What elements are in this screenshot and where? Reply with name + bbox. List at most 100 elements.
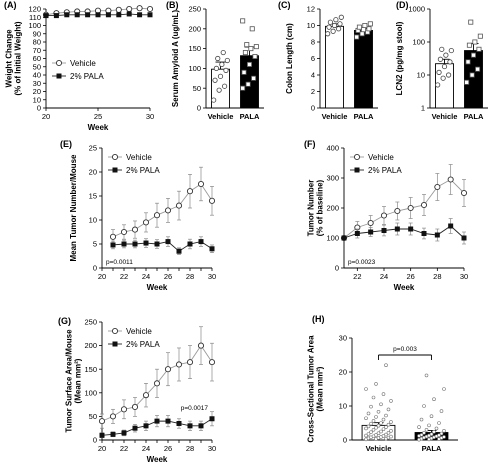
scatter-point bbox=[445, 72, 452, 78]
data-point-pala bbox=[74, 12, 80, 18]
scatter-point bbox=[386, 407, 391, 412]
scatter-point bbox=[376, 431, 381, 436]
data-point-pala bbox=[394, 226, 400, 232]
data-point-pala bbox=[110, 431, 116, 437]
panel-label: (A) bbox=[4, 0, 17, 10]
scatter-point bbox=[364, 387, 368, 391]
scatter-point bbox=[476, 46, 482, 52]
p-value-annotation: p=0.0023 bbox=[348, 259, 376, 266]
data-point-pala bbox=[132, 241, 138, 247]
scatter-point bbox=[242, 50, 248, 56]
scatter-point bbox=[366, 424, 371, 429]
scatter-point bbox=[468, 19, 474, 25]
x-axis-label: Week bbox=[147, 283, 168, 292]
data-point-pala bbox=[421, 231, 427, 236]
data-point-pala bbox=[354, 231, 360, 236]
y-tick-label: 0 bbox=[93, 264, 97, 273]
data-point-pala bbox=[165, 239, 171, 245]
y-tick-label: 10 bbox=[307, 21, 315, 30]
data-point-pala bbox=[137, 12, 143, 18]
scatter-point bbox=[215, 55, 221, 62]
y-tick-label: 20 bbox=[89, 168, 97, 177]
data-point-pala bbox=[110, 242, 116, 248]
scatter-point bbox=[472, 39, 478, 45]
scatter-point bbox=[335, 26, 342, 32]
scatter-point bbox=[248, 46, 254, 52]
scatter-point bbox=[381, 427, 386, 431]
series-line-1 bbox=[112, 241, 213, 252]
panel-h: 0 10 20 30 Cross-Sectional Tumor Area (Mean m… bbox=[307, 314, 458, 453]
scatter-point bbox=[432, 397, 436, 402]
data-point-vehicle bbox=[126, 5, 133, 13]
y-tick-label: 100 bbox=[84, 388, 97, 397]
data-point-vehicle bbox=[380, 212, 388, 219]
data-point-pala bbox=[99, 432, 105, 438]
data-point-vehicle bbox=[447, 176, 454, 183]
scatter-point bbox=[424, 427, 429, 432]
scatter-point bbox=[384, 363, 388, 368]
scatter-point bbox=[244, 42, 250, 48]
scatter-point bbox=[439, 46, 445, 52]
x-tick-label: 28 bbox=[186, 272, 194, 281]
scatter-point bbox=[442, 429, 446, 433]
y-tick-label: 300 bbox=[326, 174, 339, 183]
y-tick-label: 0 bbox=[93, 436, 97, 445]
y-tick-label: 15 bbox=[89, 192, 97, 201]
x-tick-label: 30 bbox=[208, 272, 216, 281]
data-point-vehicle bbox=[164, 207, 172, 214]
scatter-point bbox=[443, 52, 449, 58]
y-tick-label: 120 bbox=[28, 5, 41, 14]
scatter-point bbox=[216, 87, 222, 93]
y-tick-label: 40 bbox=[33, 71, 41, 80]
data-point-pala bbox=[165, 418, 171, 424]
scatter-point bbox=[442, 435, 446, 439]
y-tick-label: 200 bbox=[326, 204, 339, 213]
data-point-pala bbox=[85, 12, 91, 18]
scatter-point bbox=[252, 54, 258, 60]
data-point-vehicle bbox=[109, 413, 117, 420]
scatter-point bbox=[212, 77, 218, 83]
x-category-label: Vehicle bbox=[208, 112, 234, 121]
scatter-point bbox=[379, 402, 383, 407]
scatter-point bbox=[432, 430, 436, 434]
scatter-point bbox=[435, 82, 441, 88]
y-tick-label: 10 bbox=[339, 402, 347, 411]
data-point-vehicle bbox=[136, 5, 143, 12]
scatter-point bbox=[417, 425, 421, 429]
data-point-vehicle bbox=[186, 359, 194, 366]
scatter-point bbox=[469, 72, 475, 78]
data-point-pala bbox=[95, 12, 101, 18]
data-point-vehicle bbox=[208, 359, 216, 366]
scatter-point bbox=[422, 431, 426, 435]
data-point-pala bbox=[126, 11, 132, 17]
y-tick-label: 0 bbox=[37, 104, 41, 113]
legend-marker bbox=[354, 167, 360, 173]
scatter-point bbox=[466, 42, 472, 48]
scatter-point bbox=[381, 417, 386, 422]
x-tick-label: 22 bbox=[353, 272, 361, 281]
data-point-pala bbox=[121, 241, 127, 247]
scatter-point bbox=[424, 373, 429, 378]
scatter-point bbox=[359, 31, 365, 37]
x-tick-label: 24 bbox=[380, 272, 388, 281]
y-tick-label: 0 bbox=[343, 436, 347, 445]
scatter-point bbox=[220, 49, 226, 56]
y-tick-label: 8 bbox=[311, 38, 315, 47]
legend-label: 2% PALA bbox=[126, 340, 160, 349]
scatter-point bbox=[224, 57, 230, 64]
scatter-point bbox=[369, 430, 373, 434]
scatter-point bbox=[381, 392, 386, 396]
y-tick-label: 70 bbox=[33, 46, 41, 55]
data-point-pala bbox=[43, 13, 49, 19]
panel-e: 0 5 10 15 20 25 20 22 24 26 28 30 Week Mean Tumor Num… bbox=[60, 139, 216, 292]
data-point-vehicle bbox=[407, 204, 414, 212]
scatter-point bbox=[437, 421, 441, 425]
scatter-point bbox=[245, 81, 251, 87]
y-tick-label: 25 bbox=[89, 144, 97, 153]
y-axis-label: Mean Tumor Number/Mouse bbox=[69, 154, 78, 262]
y-tick-label: 150 bbox=[84, 365, 97, 374]
data-point-vehicle bbox=[115, 6, 122, 13]
data-point-pala bbox=[368, 229, 374, 235]
y-axis-label: Serum Amyloid A (ug/mL) bbox=[171, 10, 180, 108]
